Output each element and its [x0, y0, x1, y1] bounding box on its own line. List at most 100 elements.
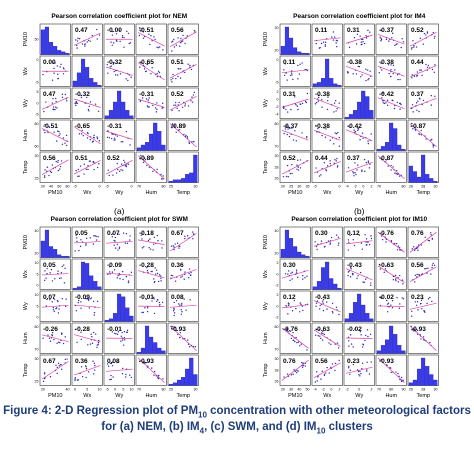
x-tick-label: 2 [371, 185, 373, 189]
regression-line [345, 240, 373, 245]
scatter-point [380, 38, 383, 41]
histogram-bar [53, 46, 58, 55]
scatter-point [53, 338, 55, 341]
scatter-point [385, 265, 387, 267]
scatter-point [142, 311, 145, 314]
scatter-point [88, 110, 90, 112]
histogram-bar [369, 318, 374, 322]
scatter-point [180, 41, 183, 43]
caption-text-4: , (c) SWM, and (d) IM [204, 421, 317, 433]
histogram-bar [348, 114, 353, 119]
panel-letter: (a) [114, 206, 125, 216]
scatter-point [382, 102, 384, 104]
scatter-point [177, 104, 179, 106]
scatter-point [416, 71, 419, 73]
scatter-point [173, 38, 175, 41]
scatter-point [129, 42, 132, 44]
scatter-point [156, 272, 159, 275]
regression-line [169, 304, 197, 308]
correlation-label: 0.67 [43, 358, 56, 365]
y-tick-label: 80 [35, 325, 39, 329]
scatter-point [173, 46, 176, 48]
scatter-point [379, 268, 382, 270]
histogram-bar [416, 176, 422, 183]
scatter-point [429, 296, 431, 299]
histogram-bar [365, 96, 370, 119]
correlation-label: 0.56 [411, 262, 424, 269]
scatter-point [87, 39, 90, 42]
x-tick-label: 0 [358, 388, 360, 392]
histogram-bar [320, 78, 326, 87]
scatter-point [352, 172, 355, 174]
scatter-point [423, 32, 426, 35]
scatter-point [171, 126, 173, 129]
scatter-point [315, 328, 318, 331]
x-tick-label: -2 [322, 388, 325, 392]
scatter-point [431, 266, 433, 269]
scatter-point [187, 63, 189, 65]
scatter-point [414, 274, 417, 277]
scatter-point [62, 73, 65, 75]
scatter-point [357, 65, 359, 68]
scatter-point [325, 128, 327, 130]
scatter-point [292, 339, 294, 341]
histogram-bar [57, 50, 62, 55]
scatter-point [153, 298, 155, 300]
scatter-point [59, 363, 62, 366]
correlation-label: -0.93 [411, 326, 426, 333]
correlation-label: 0.07 [43, 294, 56, 301]
scatter-point [357, 129, 359, 131]
scatter-point [183, 278, 185, 280]
x-tick-label: 30 [434, 388, 438, 392]
scatter-point [332, 39, 335, 41]
histogram-bar [329, 278, 334, 290]
scatter-point [325, 170, 328, 172]
correlation-label: 0.36 [171, 262, 184, 269]
scatter-point [393, 107, 396, 110]
scatter-point [379, 36, 381, 38]
scatter-point [327, 96, 329, 98]
scatter-point [178, 303, 180, 305]
scatter-point [86, 132, 89, 134]
scatter-point [93, 168, 95, 171]
scatter-point [186, 135, 188, 138]
scatter-point [193, 91, 196, 94]
scatter-point [360, 43, 363, 46]
scatter-point [419, 69, 421, 71]
scatter-point [116, 74, 119, 76]
scatter-point [74, 378, 76, 380]
scatter-point [413, 45, 415, 47]
scatter-point [143, 246, 145, 248]
scatter-point [141, 238, 143, 240]
x-tick-label: 26 [409, 388, 413, 392]
scatter-point [431, 138, 433, 141]
scatter-point [95, 239, 98, 241]
scatter-point [349, 126, 351, 129]
scatter-point [394, 274, 397, 277]
scatter-point [292, 139, 295, 141]
correlation-label: -0.63 [379, 262, 394, 269]
scatter-point [45, 101, 47, 103]
caption-text-1: Figure 4: 2-D Regression plot of PM [3, 405, 199, 417]
regression-line [281, 327, 309, 349]
histogram-bar [389, 122, 394, 151]
scatter-point [306, 275, 308, 277]
scatter-point [432, 144, 434, 147]
histogram-bar [108, 110, 113, 119]
scatter-point [173, 248, 175, 251]
scatter-point [333, 111, 335, 113]
scatter-point [156, 300, 158, 303]
x-tick-label: 40 [49, 185, 53, 189]
histogram-bar [312, 83, 317, 87]
histogram-bar [48, 246, 54, 258]
histogram-bar [408, 382, 413, 386]
scatter-point [111, 271, 114, 273]
scatter-point [83, 163, 85, 166]
scatter-point [122, 344, 125, 346]
histogram-bar [301, 52, 306, 55]
x-tick-label: 2 [371, 388, 373, 392]
scatter-point [287, 128, 289, 130]
scatter-point [391, 37, 393, 39]
scatter-point [347, 239, 350, 241]
correlation-label: -0.37 [379, 27, 394, 34]
